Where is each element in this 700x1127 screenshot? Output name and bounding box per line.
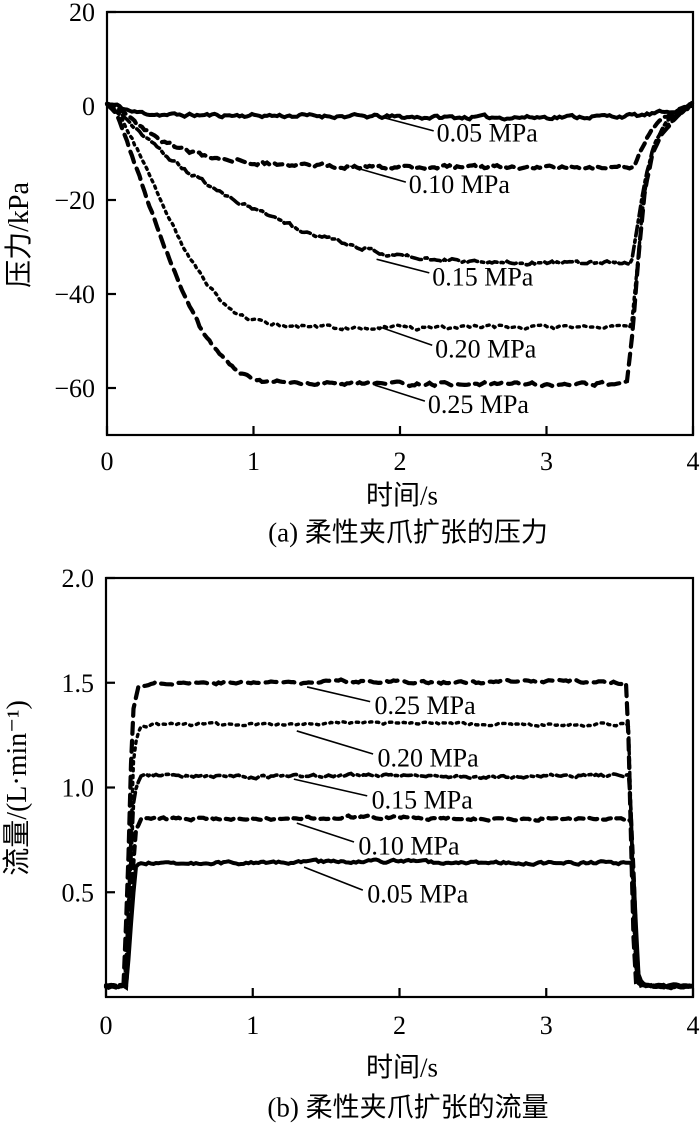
flow-series-label-0-05-mpa: 0.05 MPa bbox=[367, 880, 469, 909]
pressure-y-tick-label: 20 bbox=[69, 0, 95, 27]
flow-leader-line bbox=[296, 822, 355, 843]
pressure-series-label-0-05-mpa: 0.05 MPa bbox=[437, 118, 539, 147]
flow-series-label-0-10-mpa: 0.10 MPa bbox=[358, 832, 460, 861]
pressure-x-tick-label: 1 bbox=[247, 447, 260, 476]
flow-x-tick-label: 4 bbox=[687, 1011, 700, 1040]
flow-series-0-25-mpa bbox=[103, 677, 694, 990]
flow-caption: (b) 柔性夹爪扩张的流量 bbox=[267, 1092, 549, 1123]
flow-series-label-0-15-mpa: 0.15 MPa bbox=[372, 785, 474, 814]
pressure-x-tick-label: 3 bbox=[540, 447, 553, 476]
pressure-x-axis-title: 时间/s bbox=[365, 480, 439, 511]
pressure-series-label-0-10-mpa: 0.10 MPa bbox=[409, 170, 511, 199]
flow-x-tick-label: 3 bbox=[540, 1011, 553, 1040]
pressure-series-label-0-20-mpa: 0.20 MPa bbox=[435, 334, 537, 363]
flow-y-axis-title: 流量/(L·min⁻¹) bbox=[2, 700, 33, 876]
pressure-y-tick-label: −60 bbox=[54, 374, 95, 403]
pressure-series-0-10-mpa bbox=[104, 101, 695, 172]
flow-y-tick-label: 1.0 bbox=[62, 774, 95, 803]
flow-x-tick-label: 1 bbox=[246, 1011, 259, 1040]
flow-leader-line bbox=[293, 778, 368, 797]
pressure-y-axis-title: 压力/kPa bbox=[4, 182, 35, 288]
pressure-leader-line bbox=[374, 384, 426, 402]
flow-series-label-0-25-mpa: 0.25 MPa bbox=[375, 691, 477, 720]
pressure-chart: 0 1 2 3 4 20 0 −20 −40 −60 0.05 MPa 0.10 MPa 0.15 MP… bbox=[54, 0, 699, 476]
pressure-x-tick-label: 0 bbox=[101, 447, 114, 476]
flow-leader-line bbox=[306, 686, 371, 703]
pressure-y-tick-label: 0 bbox=[82, 92, 95, 121]
flow-y-tick-label: 1.5 bbox=[62, 669, 95, 698]
flow-series-label-0-20-mpa: 0.20 MPa bbox=[377, 744, 479, 773]
pressure-y-tick-label: −40 bbox=[54, 280, 95, 309]
flow-leader-line bbox=[296, 730, 374, 755]
pressure-leader-line bbox=[349, 165, 407, 183]
flow-y-tick-label: 2.0 bbox=[62, 564, 95, 593]
pressure-y-tick-label: −20 bbox=[54, 186, 95, 215]
pressure-x-tick-label: 4 bbox=[687, 447, 700, 476]
flow-series-0-05-mpa bbox=[104, 857, 693, 991]
flow-y-tick-label: 0.5 bbox=[62, 878, 95, 907]
pressure-series-0-20-mpa bbox=[105, 102, 694, 332]
flow-chart: 0 1 2 3 4 2.0 1.5 1.0 0.5 0.25 MPa 0.20 MPa 0.15 MP… bbox=[62, 564, 700, 1040]
pressure-series-0-05-mpa bbox=[105, 102, 694, 122]
flow-leader-line bbox=[303, 866, 364, 891]
pressure-series-label-0-25-mpa: 0.25 MPa bbox=[428, 390, 530, 419]
flow-x-tick-label: 2 bbox=[393, 1011, 406, 1040]
pressure-series-0-25-mpa bbox=[104, 100, 695, 389]
flow-x-axis-title: 时间/s bbox=[365, 1052, 439, 1083]
flow-series-0-15-mpa bbox=[104, 771, 693, 990]
pressure-leader-line bbox=[373, 114, 434, 132]
pressure-x-tick-label: 2 bbox=[394, 447, 407, 476]
pressure-leader-line bbox=[376, 258, 430, 274]
flow-series-0-20-mpa bbox=[104, 719, 693, 990]
pressure-caption: (a) 柔性夹爪扩张的压力 bbox=[268, 517, 548, 548]
pressure-leader-line bbox=[379, 326, 433, 346]
pressure-series-label-0-15-mpa: 0.15 MPa bbox=[432, 263, 534, 292]
pressure-plot-border bbox=[105, 10, 695, 437]
pressure-series-0-15-mpa bbox=[105, 102, 694, 267]
flow-series-0-10-mpa bbox=[103, 813, 694, 991]
flow-x-tick-label: 0 bbox=[100, 1011, 113, 1040]
